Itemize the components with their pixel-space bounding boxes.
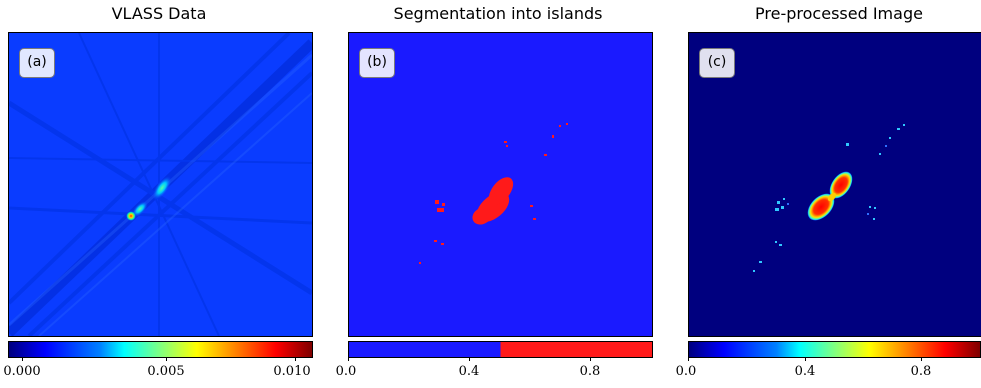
colorbar-a-tick	[295, 357, 296, 361]
panel-b-label: (b)	[359, 48, 395, 78]
colorbar-a-tick-label: 0.010	[273, 364, 311, 379]
colorbar-a-tick-label: 0.000	[3, 364, 41, 379]
preprocessed-image: (c)	[688, 32, 981, 337]
colorbar-b-tick-label: 0.4	[458, 364, 480, 379]
panel-c-colorbar	[688, 341, 981, 358]
colorbar-c-tick	[921, 357, 922, 361]
colorbar-c-tick	[805, 357, 806, 361]
colorbar-b-tick	[469, 357, 470, 361]
colorbar-b-tick	[348, 357, 349, 361]
colorbar-c-tick-label: 0.8	[910, 364, 932, 379]
colorbar-b-tick-label: 0.0	[335, 364, 357, 379]
colorbar-b-tick	[590, 357, 591, 361]
panel-b-title: Segmentation into islands	[393, 4, 603, 23]
colorbar-a-tick	[166, 357, 167, 361]
colorbar-c-tick	[688, 357, 689, 361]
panel-a-title: VLASS Data	[111, 4, 207, 23]
colorbar-a-tick-label: 0.005	[147, 364, 185, 379]
panel-c-label: (c)	[699, 48, 735, 78]
vlass-data-image: (a)	[8, 32, 313, 337]
colorbar-c-tick-label: 0.4	[794, 364, 816, 379]
segmentation-image: (b)	[348, 32, 653, 337]
panel-b-colorbar	[348, 341, 653, 358]
panel-c-title: Pre-processed Image	[755, 4, 923, 23]
panel-a-colorbar	[8, 341, 313, 358]
colorbar-a-tick	[22, 357, 23, 361]
colorbar-c-tick-label: 0.0	[675, 364, 697, 379]
panel-a-label: (a)	[19, 48, 55, 78]
colorbar-b-tick-label: 0.8	[579, 364, 601, 379]
